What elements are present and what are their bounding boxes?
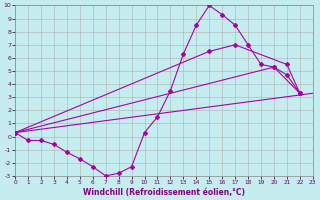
X-axis label: Windchill (Refroidissement éolien,°C): Windchill (Refroidissement éolien,°C) [83,188,245,197]
